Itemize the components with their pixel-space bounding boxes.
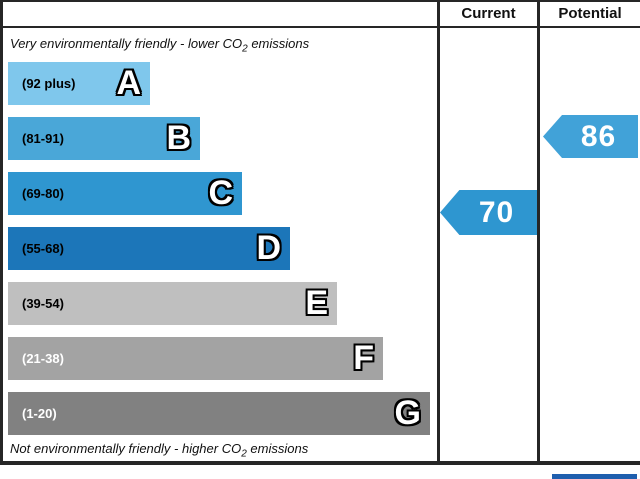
- bottom-caption: Not environmentally friendly - higher CO…: [10, 441, 430, 460]
- current-column-header: Current: [461, 5, 516, 22]
- top-caption-suffix: emissions: [247, 36, 310, 51]
- band-row-b: (81-91) B: [8, 117, 200, 160]
- potential-rating-arrow: 86: [543, 115, 638, 158]
- bottom-caption-suffix: emissions: [246, 441, 309, 456]
- band-letter: D: [256, 229, 281, 267]
- band-range-label: (1-20): [22, 406, 57, 421]
- band-row-a: (92 plus) A: [8, 62, 150, 105]
- bottom-caption-subscript: 2: [241, 448, 247, 460]
- band-letter: C: [208, 174, 233, 212]
- table-top-border: [0, 0, 640, 2]
- band-row-g: (1-20) G: [8, 392, 430, 435]
- band-range-label: (55-68): [22, 241, 64, 256]
- band-row-f: (21-38) F: [8, 337, 383, 380]
- potential-column-divider: [537, 0, 540, 465]
- potential-column-header: Potential: [558, 5, 622, 22]
- band-letter: F: [353, 339, 374, 377]
- top-caption-text: Very environmentally friendly - lower CO: [10, 36, 243, 51]
- band-range-label: (39-54): [22, 296, 64, 311]
- next-section-partial-box: [552, 474, 637, 479]
- table-left-border: [0, 0, 3, 465]
- top-caption: Very environmentally friendly - lower CO…: [10, 36, 430, 55]
- top-caption-subscript: 2: [242, 43, 248, 55]
- current-rating-arrow: 70: [440, 190, 537, 235]
- band-range-label: (92 plus): [22, 76, 76, 91]
- band-letter: G: [394, 394, 421, 432]
- band-letter: B: [166, 119, 191, 157]
- bottom-caption-text: Not environmentally friendly - higher CO: [10, 441, 242, 456]
- band-row-e: (39-54) E: [8, 282, 337, 325]
- band-range-label: (21-38): [22, 351, 64, 366]
- potential-rating-value: 86: [580, 119, 617, 153]
- header-row-border: [0, 26, 640, 28]
- band-range-label: (69-80): [22, 186, 64, 201]
- band-range-label: (81-91): [22, 131, 64, 146]
- table-bottom-border: [0, 461, 640, 465]
- current-column-divider: [437, 0, 440, 465]
- band-letter: E: [305, 284, 328, 322]
- band-row-c: (69-80) C: [8, 172, 242, 215]
- current-rating-value: 70: [478, 195, 515, 229]
- band-row-d: (55-68) D: [8, 227, 290, 270]
- band-letter: A: [116, 64, 141, 102]
